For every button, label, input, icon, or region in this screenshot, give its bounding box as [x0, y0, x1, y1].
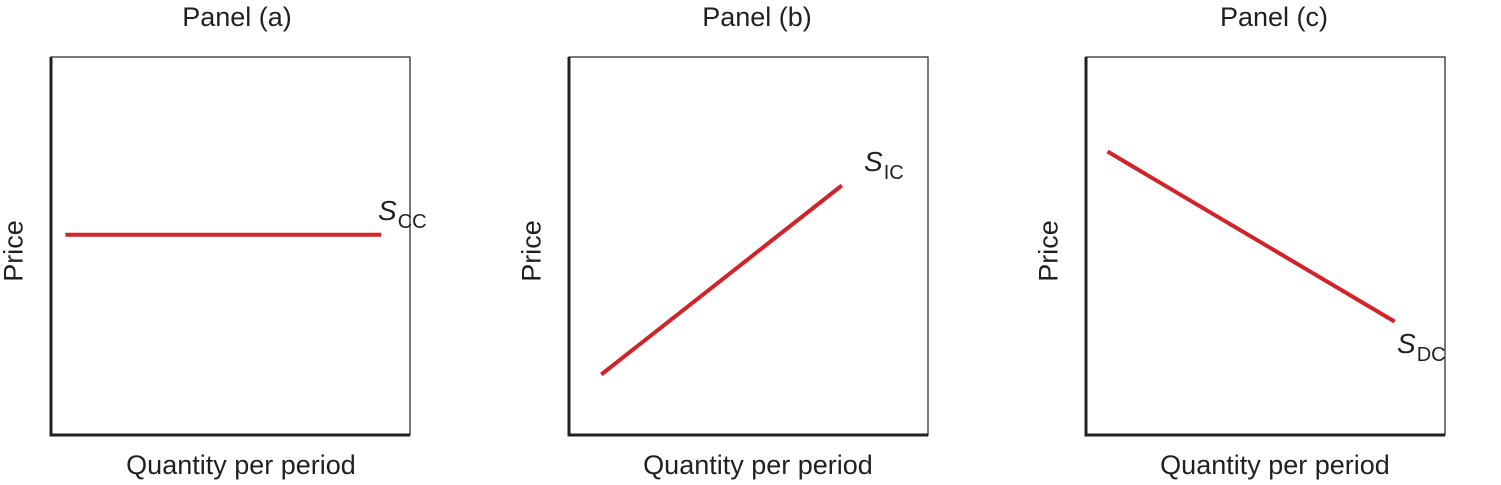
x-axis-label: Quantity per period — [126, 450, 356, 480]
plot-area — [49, 56, 411, 437]
panel-a: Panel (a) Price SCC Quantity per period — [0, 0, 440, 485]
plot-area — [1084, 56, 1446, 437]
plot-area — [567, 56, 929, 437]
supply-curve-line — [1106, 149, 1396, 324]
series-label: SIC — [864, 146, 904, 184]
supply-curve-line — [600, 183, 844, 377]
panel-c: Panel (c) Price SDC Quantity per period — [1034, 0, 1475, 485]
series-label: SDC — [1397, 328, 1446, 366]
plot-frame — [568, 56, 929, 436]
x-axis-label: Quantity per period — [643, 450, 873, 480]
series-label: SCC — [378, 195, 427, 233]
panel-b: Panel (b) Price SIC Quantity per period — [517, 0, 958, 485]
panel-title: Panel (a) — [182, 2, 292, 32]
panel-title: Panel (c) — [1219, 2, 1329, 32]
panel-title: Panel (b) — [702, 2, 812, 32]
x-axis-label: Quantity per period — [1160, 450, 1390, 480]
plot-frame — [50, 56, 411, 436]
